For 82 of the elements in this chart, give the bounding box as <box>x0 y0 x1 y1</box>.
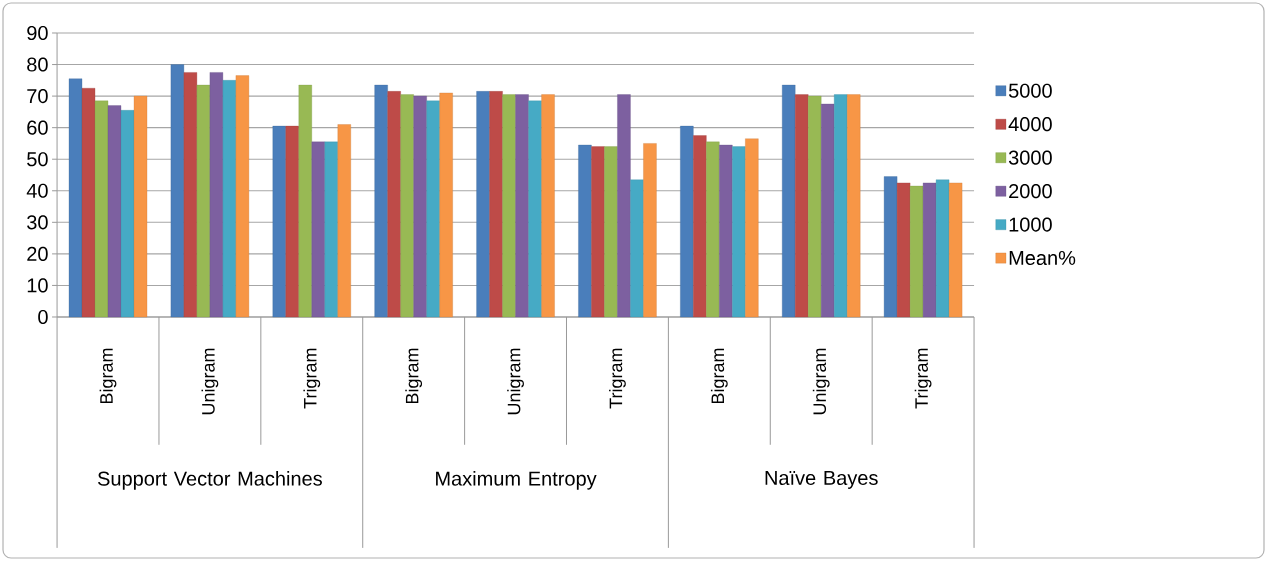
text: Maximum Entropy <box>436 471 597 490</box>
y-tick-label: 70 <box>27 89 48 104</box>
bar <box>630 179 644 318</box>
bar <box>222 80 237 318</box>
bar <box>387 91 401 318</box>
bar <box>782 84 796 318</box>
bar <box>847 94 861 318</box>
bar <box>170 64 185 318</box>
y-tick-label: 0 <box>38 309 48 325</box>
bar <box>528 100 542 318</box>
bar <box>922 182 937 318</box>
y-tick-label: 10 <box>27 278 48 293</box>
y-tick-label: 30 <box>27 215 48 230</box>
bar <box>311 141 325 318</box>
bar <box>909 185 924 318</box>
bar <box>81 88 96 318</box>
legend-label: 1000 <box>1009 217 1052 232</box>
bar <box>374 84 388 318</box>
x-tick-label: Bigram <box>710 348 728 404</box>
y-tick-label: 60 <box>27 120 48 135</box>
bar <box>439 92 453 318</box>
x-tick-label: Unigram <box>507 348 524 415</box>
legend-label: 4000 <box>1008 117 1052 132</box>
bar <box>948 182 963 318</box>
bar <box>883 176 898 318</box>
x-tick-label: Unigram <box>812 348 830 415</box>
bar <box>795 94 809 318</box>
bar <box>502 94 516 318</box>
text: Naïve Bayes <box>765 471 878 489</box>
bar <box>604 146 618 318</box>
bar <box>808 95 822 318</box>
bar <box>706 141 720 318</box>
bar <box>298 84 312 318</box>
bar <box>489 91 503 318</box>
bar <box>680 125 694 318</box>
bar <box>515 94 529 318</box>
bar <box>235 75 250 318</box>
bar <box>285 125 299 318</box>
x-tick-label: Bigram <box>99 348 117 404</box>
bar <box>120 110 135 318</box>
bar <box>413 95 427 318</box>
x-tick-label: Trigram <box>609 348 626 409</box>
bar <box>272 125 286 318</box>
bar <box>745 138 759 318</box>
bar <box>578 144 592 318</box>
bar <box>133 95 148 318</box>
bar <box>426 100 440 318</box>
bar <box>324 141 338 318</box>
bar <box>935 179 950 318</box>
bar <box>94 100 109 318</box>
bar <box>107 105 122 318</box>
y-tick-label: 90 <box>27 25 48 41</box>
bar <box>821 103 835 318</box>
bar <box>693 135 707 318</box>
bar <box>400 94 414 318</box>
legend-label: 5000 <box>1008 83 1052 98</box>
x-tick-label: Unigram <box>201 348 219 415</box>
bar <box>732 146 746 318</box>
x-tick-label: Trigram <box>303 348 321 409</box>
bar <box>541 94 555 318</box>
legend-label: Mean% <box>1009 250 1076 266</box>
bar <box>196 84 211 318</box>
y-tick-label: 40 <box>26 183 48 198</box>
bar <box>719 144 733 318</box>
legend-label: 3000 <box>1008 150 1052 165</box>
legend-label: 2000 <box>1009 184 1052 199</box>
bar <box>617 94 631 318</box>
bar <box>591 146 605 318</box>
y-tick-label: 50 <box>27 152 48 167</box>
y-tick-label: 80 <box>27 57 48 72</box>
bar <box>68 78 83 318</box>
bar <box>834 94 848 318</box>
bar <box>896 182 911 318</box>
bar <box>337 124 351 318</box>
bar <box>209 72 224 318</box>
bar <box>643 143 657 318</box>
x-tick-label: Bigram <box>405 348 423 404</box>
bar <box>183 72 198 318</box>
y-tick-label: 20 <box>27 246 48 261</box>
x-tick-label: Trigram <box>914 348 932 409</box>
bar <box>476 91 490 318</box>
text: Support Vector Machines <box>97 471 322 490</box>
